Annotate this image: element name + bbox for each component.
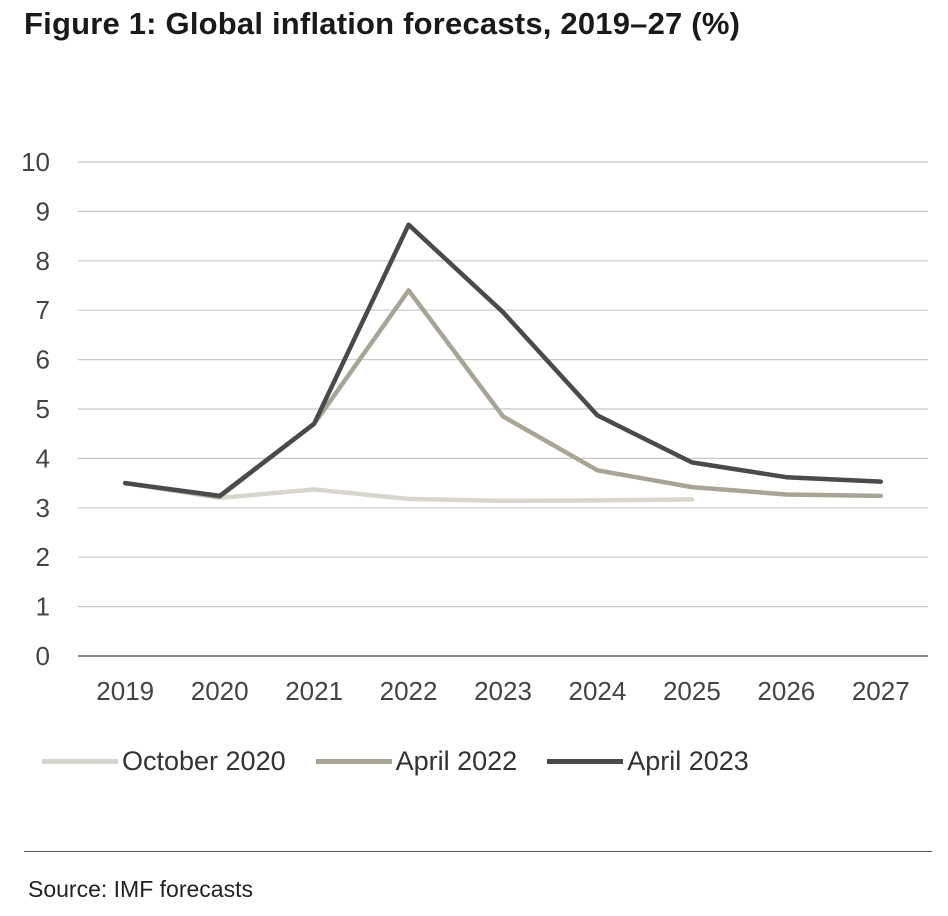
x-tick-label: 2022 — [380, 676, 438, 706]
series-line-april-2023 — [122, 222, 884, 499]
x-tick-label: 2023 — [474, 676, 532, 706]
gridlines — [78, 161, 928, 657]
legend: October 2020 April 2022 April 2023 — [42, 746, 779, 777]
legend-label: October 2020 — [122, 746, 286, 776]
y-tick-label: 2 — [36, 542, 50, 572]
y-tick-label: 5 — [36, 394, 50, 424]
x-tick-label: 2026 — [757, 676, 815, 706]
legend-swatch — [42, 759, 118, 764]
legend-swatch — [547, 759, 624, 764]
line-chart: 0 1 2 3 4 5 6 7 8 9 10 2019 2020 2021 2022 2023 2024 202… — [21, 147, 928, 706]
series-line-october-2020 — [122, 480, 695, 504]
y-tick-label: 6 — [36, 345, 50, 375]
y-tick-label: 9 — [36, 196, 50, 226]
y-tick-label: 7 — [36, 295, 50, 325]
y-tick-label: 0 — [36, 641, 50, 671]
y-axis-ticks: 0 1 2 3 4 5 6 7 8 9 10 — [21, 147, 50, 671]
x-tick-label: 2025 — [663, 676, 721, 706]
x-axis-ticks: 2019 2020 2021 2022 2023 2024 2025 2026 2027 — [96, 676, 909, 706]
y-tick-label: 8 — [36, 246, 50, 276]
series-lines — [122, 222, 884, 504]
x-tick-label: 2021 — [285, 676, 343, 706]
x-tick-label: 2027 — [852, 676, 910, 706]
legend-item-april-2022: April 2022 — [315, 746, 518, 777]
legend-label: April 2022 — [395, 746, 518, 776]
divider — [24, 851, 932, 852]
source-note: Source: IMF forecasts — [28, 876, 253, 902]
legend-item-april-2023: April 2023 — [547, 746, 749, 777]
x-tick-label: 2024 — [569, 676, 627, 706]
legend-label: April 2023 — [627, 746, 749, 776]
x-tick-label: 2020 — [191, 676, 249, 706]
series-line-april-2022 — [122, 288, 884, 500]
chart-title: Figure 1: Global inflation forecasts, 20… — [24, 6, 741, 41]
y-tick-label: 3 — [36, 493, 50, 523]
y-tick-label: 4 — [36, 443, 50, 473]
legend-swatch — [315, 759, 392, 764]
legend-item-october-2020: October 2020 — [42, 746, 286, 777]
y-tick-label: 1 — [36, 592, 50, 622]
y-tick-label: 10 — [21, 147, 50, 177]
x-tick-label: 2019 — [96, 676, 154, 706]
